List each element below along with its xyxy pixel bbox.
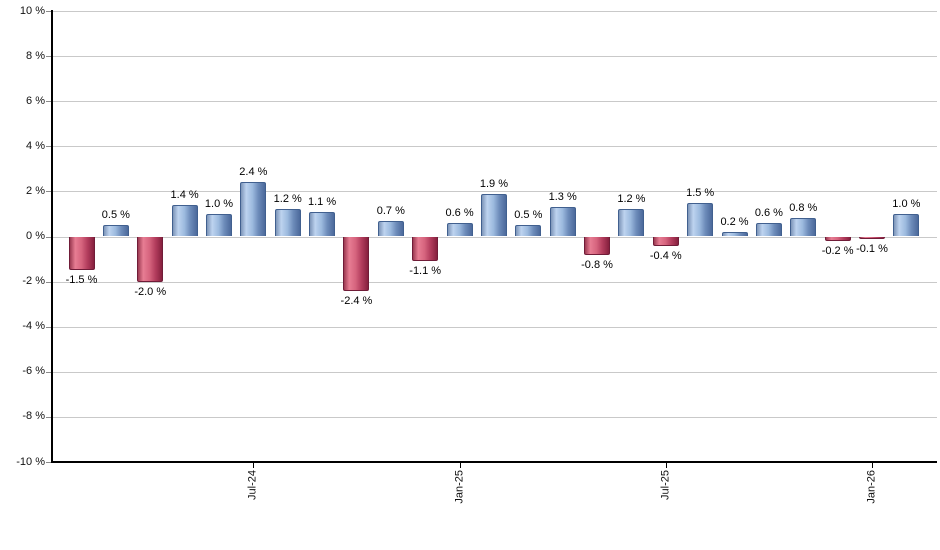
bar-value-label: 0.5 % [514,209,543,222]
bar-value-label: 0.6 % [754,206,783,219]
x-axis-line [51,461,937,463]
bar-value-label: 1.2 % [617,193,646,206]
bar[interactable] [377,220,404,237]
y-axis-line [51,10,53,462]
bar-value-label: 1.3 % [548,191,577,204]
bar-value-label: -0.4 % [649,249,682,262]
bar[interactable] [480,193,507,237]
bar-value-label: 1.9 % [479,177,508,190]
bar[interactable] [171,204,198,237]
bar[interactable] [790,218,817,237]
bar[interactable] [446,222,473,237]
gridline [52,371,937,373]
y-axis-tick [46,236,51,238]
x-axis-tick [665,462,667,468]
x-axis-tick [253,462,255,468]
gridline [52,56,937,58]
bar-value-label: 1.2 % [273,193,302,206]
bar[interactable] [205,213,232,237]
bar[interactable] [618,209,645,237]
bar-value-label: -1.1 % [409,265,442,278]
bar-value-label: 1.0 % [204,197,234,210]
bar-value-label: 1.1 % [308,195,337,208]
y-axis-tick-label: 0 % [26,230,45,242]
y-axis-tick [46,462,51,463]
y-axis-tick-label: -8 % [22,410,45,423]
gridline [52,236,937,238]
bar[interactable] [652,236,679,246]
bar-value-label: 1.0 % [892,197,921,210]
bar[interactable] [102,225,129,237]
bar[interactable] [549,207,576,237]
gridline [52,11,937,12]
bar[interactable] [343,236,370,291]
bar[interactable] [68,236,95,271]
gridline [52,101,937,103]
y-axis-tick-label: 2 % [26,184,45,197]
bar[interactable] [893,213,920,237]
y-axis-tick-label: 8 % [26,49,45,62]
bar[interactable] [824,236,851,241]
bar-value-label: 2.4 % [239,166,268,179]
bar[interactable] [721,231,748,237]
gridline [52,326,937,328]
y-axis-tick [46,146,51,148]
bar-value-label: -0.8 % [581,258,613,271]
bar[interactable] [309,211,336,237]
bar-value-label: 0.6 % [445,206,474,219]
bar[interactable] [274,209,301,237]
y-axis-tick-label: 6 % [26,94,45,107]
bar-value-label: 0.2 % [720,215,749,228]
y-axis-tick [46,11,51,12]
y-axis-tick-label: -6 % [22,365,45,378]
bar[interactable] [687,202,714,237]
bar[interactable] [584,236,611,255]
bar-value-label: 0.5 % [101,209,130,222]
bar[interactable] [412,236,439,262]
bar[interactable] [515,225,542,237]
bar-value-label: 1.4 % [170,188,199,201]
bar-value-label: -0.1 % [856,242,888,255]
plot-area [52,11,937,462]
bar-value-label: -2.4 % [340,294,373,307]
bar[interactable] [137,236,164,282]
gridline [52,416,937,418]
y-axis-tick [46,101,51,103]
x-axis-tick [459,462,461,468]
gridline [52,146,937,148]
bar-value-label: 0.8 % [789,202,818,215]
gridline [52,191,937,193]
y-axis-tick [46,326,51,328]
y-axis-tick-label: 10 % [19,4,45,17]
y-axis-tick-label: -2 % [22,275,45,288]
gridline [52,281,937,283]
y-axis-tick-label: -10 % [16,455,45,468]
y-axis-tick-label: -4 % [22,320,45,333]
x-axis-tick-label: Jan-26 [865,470,878,504]
bar[interactable] [859,236,885,239]
bar[interactable] [240,182,267,237]
bar-value-label: -0.2 % [821,245,854,257]
x-axis-tick-label: Jul-24 [246,470,259,500]
x-axis-tick-label: Jan-25 [453,470,466,504]
y-axis-tick [46,191,51,193]
y-axis-tick [46,281,51,283]
bar[interactable] [755,222,782,237]
y-axis-tick [46,56,51,58]
y-axis-tick [46,416,51,418]
bar-value-label: 1.5 % [686,186,715,199]
y-axis-tick-label: 4 % [26,139,45,152]
bar-value-label: -1.5 % [65,274,98,287]
y-axis-tick [46,371,51,373]
x-axis-tick-label: Jul-25 [659,470,672,500]
x-axis-tick [872,462,873,468]
bar-value-label: -2.0 % [134,285,167,298]
bar-value-label: 0.7 % [376,204,405,217]
